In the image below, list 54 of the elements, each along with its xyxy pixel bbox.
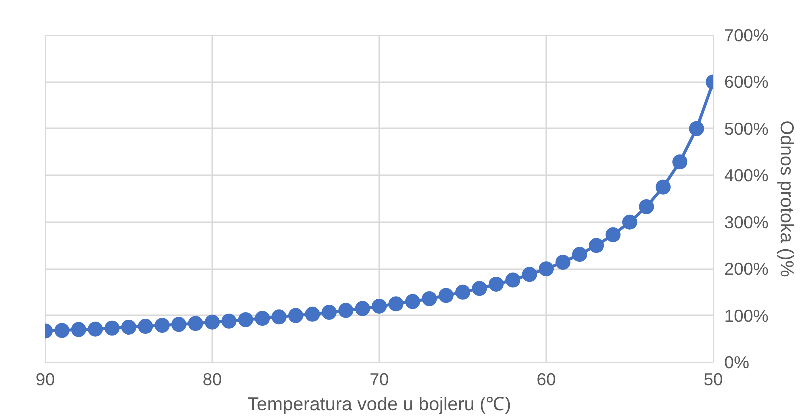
point — [488, 277, 504, 292]
point — [572, 247, 588, 262]
point — [172, 317, 187, 332]
point — [539, 262, 554, 277]
point — [589, 238, 604, 254]
x-tick-label: 70 — [370, 370, 390, 390]
point — [305, 306, 320, 322]
point — [506, 272, 521, 288]
point — [639, 199, 654, 214]
point — [438, 288, 454, 304]
y-tick-label: 100% — [724, 306, 769, 326]
point — [622, 214, 638, 230]
point — [388, 296, 404, 312]
y-tick-label: 400% — [724, 166, 769, 186]
point — [272, 310, 287, 325]
point — [472, 281, 488, 296]
point — [205, 314, 220, 330]
y-tick-label: 200% — [724, 259, 769, 280]
x-tick-label: 80 — [202, 370, 222, 390]
y-tick-label: 0% — [724, 352, 750, 372]
point — [154, 318, 170, 334]
x-tick-label: 90 — [36, 370, 56, 390]
point — [672, 154, 688, 170]
point — [54, 323, 70, 338]
point — [456, 284, 470, 300]
point — [288, 308, 304, 324]
y-tick-label: 700% — [724, 26, 769, 46]
x-axis-title: Temperatura vode u bojleru (℃) — [248, 394, 512, 414]
point — [422, 291, 438, 306]
point — [222, 314, 237, 329]
point — [88, 322, 104, 337]
point — [355, 301, 370, 316]
point — [188, 316, 204, 332]
point — [122, 320, 136, 335]
point — [255, 311, 270, 326]
x-tick-label: 60 — [536, 370, 556, 390]
y-tick-label: 600% — [724, 72, 769, 92]
point — [104, 320, 120, 336]
point — [606, 227, 621, 242]
point — [322, 305, 337, 320]
point — [372, 298, 387, 314]
point — [689, 121, 704, 136]
x-tick-label: 50 — [704, 370, 724, 390]
y-tick-label: 300% — [724, 212, 769, 232]
point — [338, 303, 354, 318]
point — [138, 319, 154, 334]
point — [556, 255, 571, 270]
point — [405, 294, 420, 310]
y-tick-label: 500% — [724, 118, 769, 139]
point — [522, 267, 538, 282]
y-axis-title: Odnos protoka ()% — [776, 120, 798, 278]
point — [656, 180, 671, 195]
point — [71, 322, 86, 338]
point — [238, 312, 254, 328]
